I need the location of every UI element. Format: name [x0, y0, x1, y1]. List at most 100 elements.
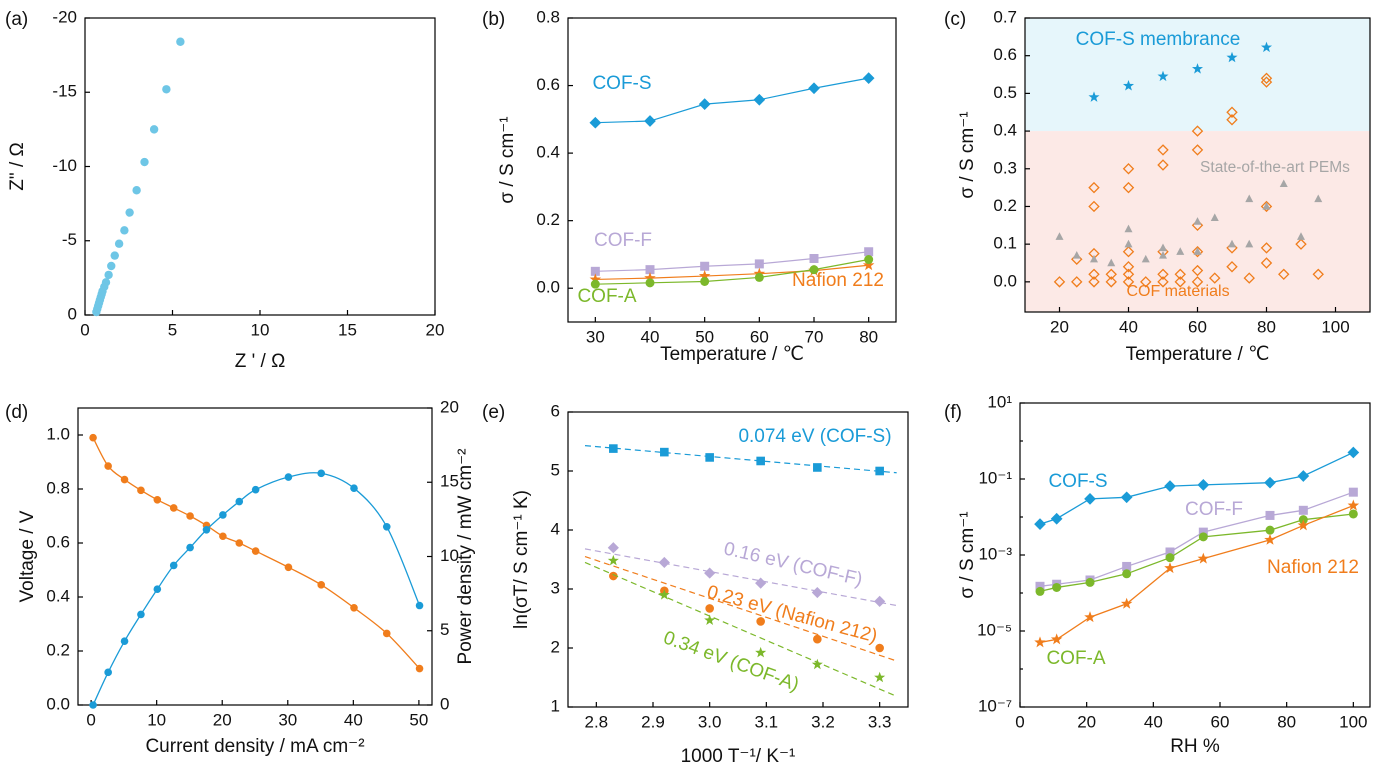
- data-point: [862, 72, 875, 84]
- data-point: [219, 511, 227, 519]
- x-tick-label: 0: [1015, 712, 1024, 731]
- data-point: [1107, 258, 1116, 267]
- data-point: [317, 469, 326, 478]
- data-point: [1260, 200, 1273, 213]
- y-tick-label: 0.4: [993, 121, 1017, 140]
- data-point: [1228, 239, 1236, 248]
- data-point: [1122, 569, 1132, 579]
- data-point: [1088, 268, 1100, 281]
- y-axis-label: σ / S cm⁻¹: [497, 116, 518, 203]
- data-point: [1164, 480, 1176, 492]
- data-point: [875, 643, 884, 653]
- data-point: [104, 462, 112, 470]
- data-point: [125, 208, 134, 217]
- data-point: [1198, 532, 1208, 542]
- y-axis-label: Voltage / V: [17, 510, 38, 602]
- x-tick-label: 3.2: [811, 712, 835, 731]
- data-point: [1122, 181, 1135, 194]
- x-axis-label: Temperature / ℃: [1126, 344, 1270, 365]
- data-point: [864, 247, 874, 257]
- y-tick-label: 0.1: [993, 234, 1017, 253]
- data-point: [660, 447, 669, 457]
- y2-tick-label: 10: [440, 546, 459, 565]
- series-curve: [92, 472, 421, 706]
- data-point: [1210, 213, 1219, 221]
- data-point: [1279, 179, 1288, 188]
- x-tick-label: 70: [805, 327, 824, 346]
- x-tick-label: 30: [586, 327, 605, 346]
- y-tick-label: 0.3: [993, 158, 1017, 177]
- data-point: [1053, 276, 1066, 288]
- x-axis-label: Current density / mA cm⁻²: [145, 736, 364, 757]
- data-point: [162, 85, 171, 94]
- data-point: [350, 484, 358, 492]
- x-tick-label: 15: [338, 320, 357, 339]
- y-tick-label: 4: [551, 519, 560, 538]
- data-point: [1264, 533, 1276, 545]
- data-point: [1226, 51, 1238, 63]
- x-axis-label: Z ' / Ω: [235, 351, 286, 372]
- y2-tick-label: 5: [440, 620, 449, 639]
- y-tick-label: 0.6: [46, 532, 70, 551]
- data-point: [644, 272, 656, 284]
- y-tick-label: 0.8: [46, 478, 70, 497]
- data-point: [1265, 510, 1275, 520]
- series-label: 0.34 eV (COF-A): [661, 627, 802, 695]
- data-point: [1122, 276, 1135, 288]
- y2-tick-label: 15: [440, 472, 459, 491]
- data-point: [1191, 125, 1204, 137]
- y-tick-label: 1: [551, 696, 560, 715]
- data-point: [1122, 245, 1135, 258]
- data-point: [1105, 268, 1117, 281]
- data-point: [104, 668, 112, 677]
- data-point: [107, 261, 116, 271]
- data-point: [1071, 276, 1083, 288]
- x-tick-label: 100: [1321, 317, 1349, 336]
- data-point: [1055, 232, 1064, 240]
- data-point: [140, 157, 149, 167]
- data-point: [1264, 476, 1276, 489]
- data-point: [754, 259, 764, 269]
- panel-a: 0 5 10 15 20 0 -5 -10 -15 -20 (a) Z ' / Ω Z" / Ω: [5, 7, 444, 372]
- x-tick-label: 40: [344, 710, 363, 729]
- y-tick-label: 1.0: [46, 424, 70, 443]
- x-tick-label: 50: [695, 327, 714, 346]
- series-curve: [92, 437, 421, 669]
- data-point: [755, 577, 767, 589]
- data-point: [645, 278, 655, 288]
- data-point: [874, 671, 886, 683]
- data-point: [1314, 194, 1323, 203]
- data-point: [1088, 91, 1100, 102]
- data-point: [1243, 272, 1255, 284]
- x-tick-label: 80: [1277, 712, 1296, 731]
- data-point: [137, 486, 145, 495]
- y-tick-label: 6: [551, 401, 560, 420]
- data-point: [1348, 509, 1358, 519]
- data-point: [698, 98, 711, 110]
- data-point: [1035, 581, 1045, 591]
- data-point: [874, 595, 886, 607]
- data-point: [1035, 586, 1045, 596]
- data-point: [1124, 239, 1133, 248]
- data-point: [1157, 276, 1169, 288]
- data-point: [132, 186, 141, 195]
- data-point: [811, 658, 823, 670]
- data-point: [1245, 239, 1254, 248]
- series-label: Nafion 212: [1267, 557, 1359, 578]
- series-label: 0.074 eV (COF-S): [738, 426, 891, 447]
- x-tick-label: 0: [80, 320, 89, 339]
- data-point: [589, 273, 602, 285]
- y-tick-label: -5: [62, 230, 77, 249]
- x-tick-label: 60: [750, 327, 769, 346]
- y-tick-label: 0.8: [536, 7, 560, 26]
- data-point: [700, 276, 710, 286]
- data-point: [104, 270, 113, 280]
- data-point: [1122, 261, 1135, 273]
- data-point: [149, 125, 159, 134]
- data-point: [1347, 446, 1360, 459]
- data-point: [1088, 276, 1100, 288]
- panel-e: 2.8 2.9 3.0 3.1 3.2 3.3 1 2 3 4 5 6 (e) 1000 T⁻¹/ K⁻¹…: [482, 401, 909, 767]
- data-point: [1165, 547, 1175, 557]
- data-point: [704, 567, 716, 579]
